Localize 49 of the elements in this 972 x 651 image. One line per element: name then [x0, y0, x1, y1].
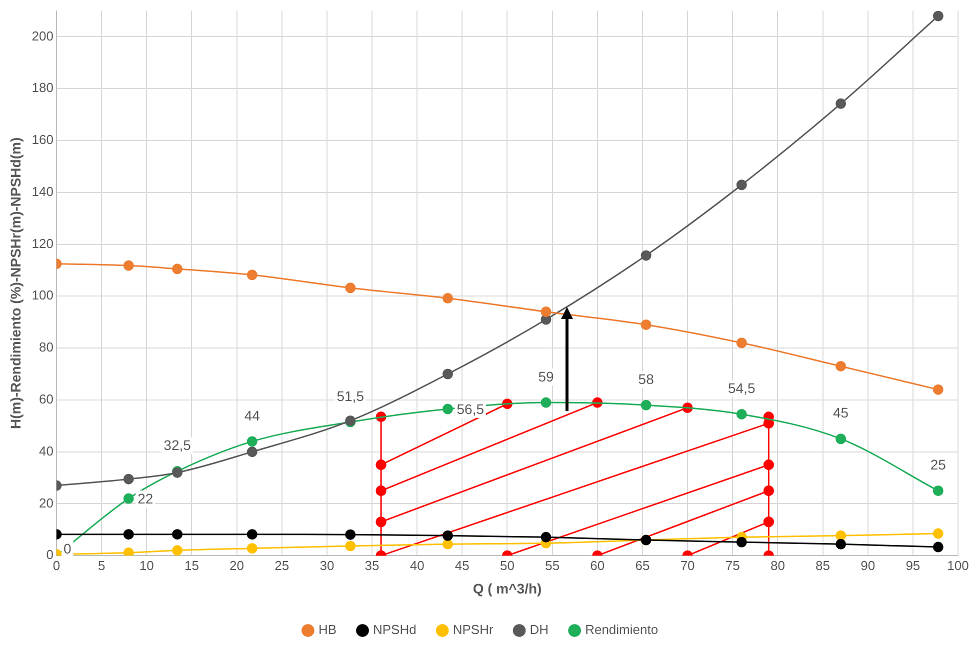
legend-label: NPSHd [373, 622, 416, 638]
x-tick-label: 40 [410, 558, 424, 573]
x-axis-title: Q ( m^3/h) [472, 580, 542, 596]
data-label: 32,5 [164, 437, 192, 454]
x-tick-label: 80 [770, 558, 785, 573]
data-label: 22 [138, 490, 154, 506]
y-tick-label: 0 [46, 547, 54, 562]
x-tick-label: 25 [274, 558, 290, 573]
data-label: 44 [244, 407, 260, 424]
data-label: 45 [833, 404, 849, 421]
legend-label: NPSHr [452, 622, 494, 638]
y-tick-label: 140 [32, 184, 54, 199]
legend-label: Rendimiento [585, 622, 658, 638]
x-tick-label: 65 [635, 558, 650, 573]
x-tick-label: 10 [139, 558, 154, 573]
y-tick-label: 20 [39, 495, 54, 510]
y-tick-label: 180 [32, 80, 54, 96]
x-tick-label: 5 [98, 558, 106, 573]
y-tick-label: 100 [32, 288, 54, 303]
data-label: 58 [638, 370, 654, 387]
x-tick-label: 75 [725, 558, 740, 573]
data-label: 25 [930, 456, 946, 473]
data-label: 54,5 [728, 380, 756, 396]
x-tick-label: 100 [947, 558, 969, 573]
x-tick-label: 30 [320, 558, 334, 573]
legend-label: DH [530, 622, 549, 638]
legend-label: HB [318, 622, 337, 638]
data-label: 56,5 [456, 400, 484, 417]
y-tick-label: 160 [32, 132, 54, 148]
y-tick-label: 200 [32, 28, 54, 44]
data-label: 0 [63, 540, 72, 556]
data-label: 51,5 [336, 388, 364, 404]
x-tick-label: 90 [860, 558, 876, 573]
x-tick-label: 35 [364, 558, 380, 573]
y-tick-label: 40 [39, 443, 54, 458]
x-tick-label: 15 [184, 558, 199, 573]
x-tick-label: 45 [454, 558, 470, 573]
y-tick-label: 120 [32, 236, 54, 251]
x-tick-label: 70 [680, 558, 695, 573]
y-tick-label: 80 [39, 340, 54, 355]
x-tick-label: 60 [590, 558, 605, 573]
x-tick-label: 85 [816, 558, 830, 573]
x-tick-label: 50 [500, 558, 514, 573]
x-tick-label: 55 [545, 558, 560, 573]
x-tick-label: 95 [906, 558, 920, 573]
y-tick-label: 60 [39, 392, 54, 407]
data-label: 59 [538, 368, 554, 384]
y-axis-title: H(m)-Rendimiento (%)-NPSHr(m)-NPSHd(m) [7, 137, 24, 430]
x-tick-label: 20 [230, 558, 244, 573]
